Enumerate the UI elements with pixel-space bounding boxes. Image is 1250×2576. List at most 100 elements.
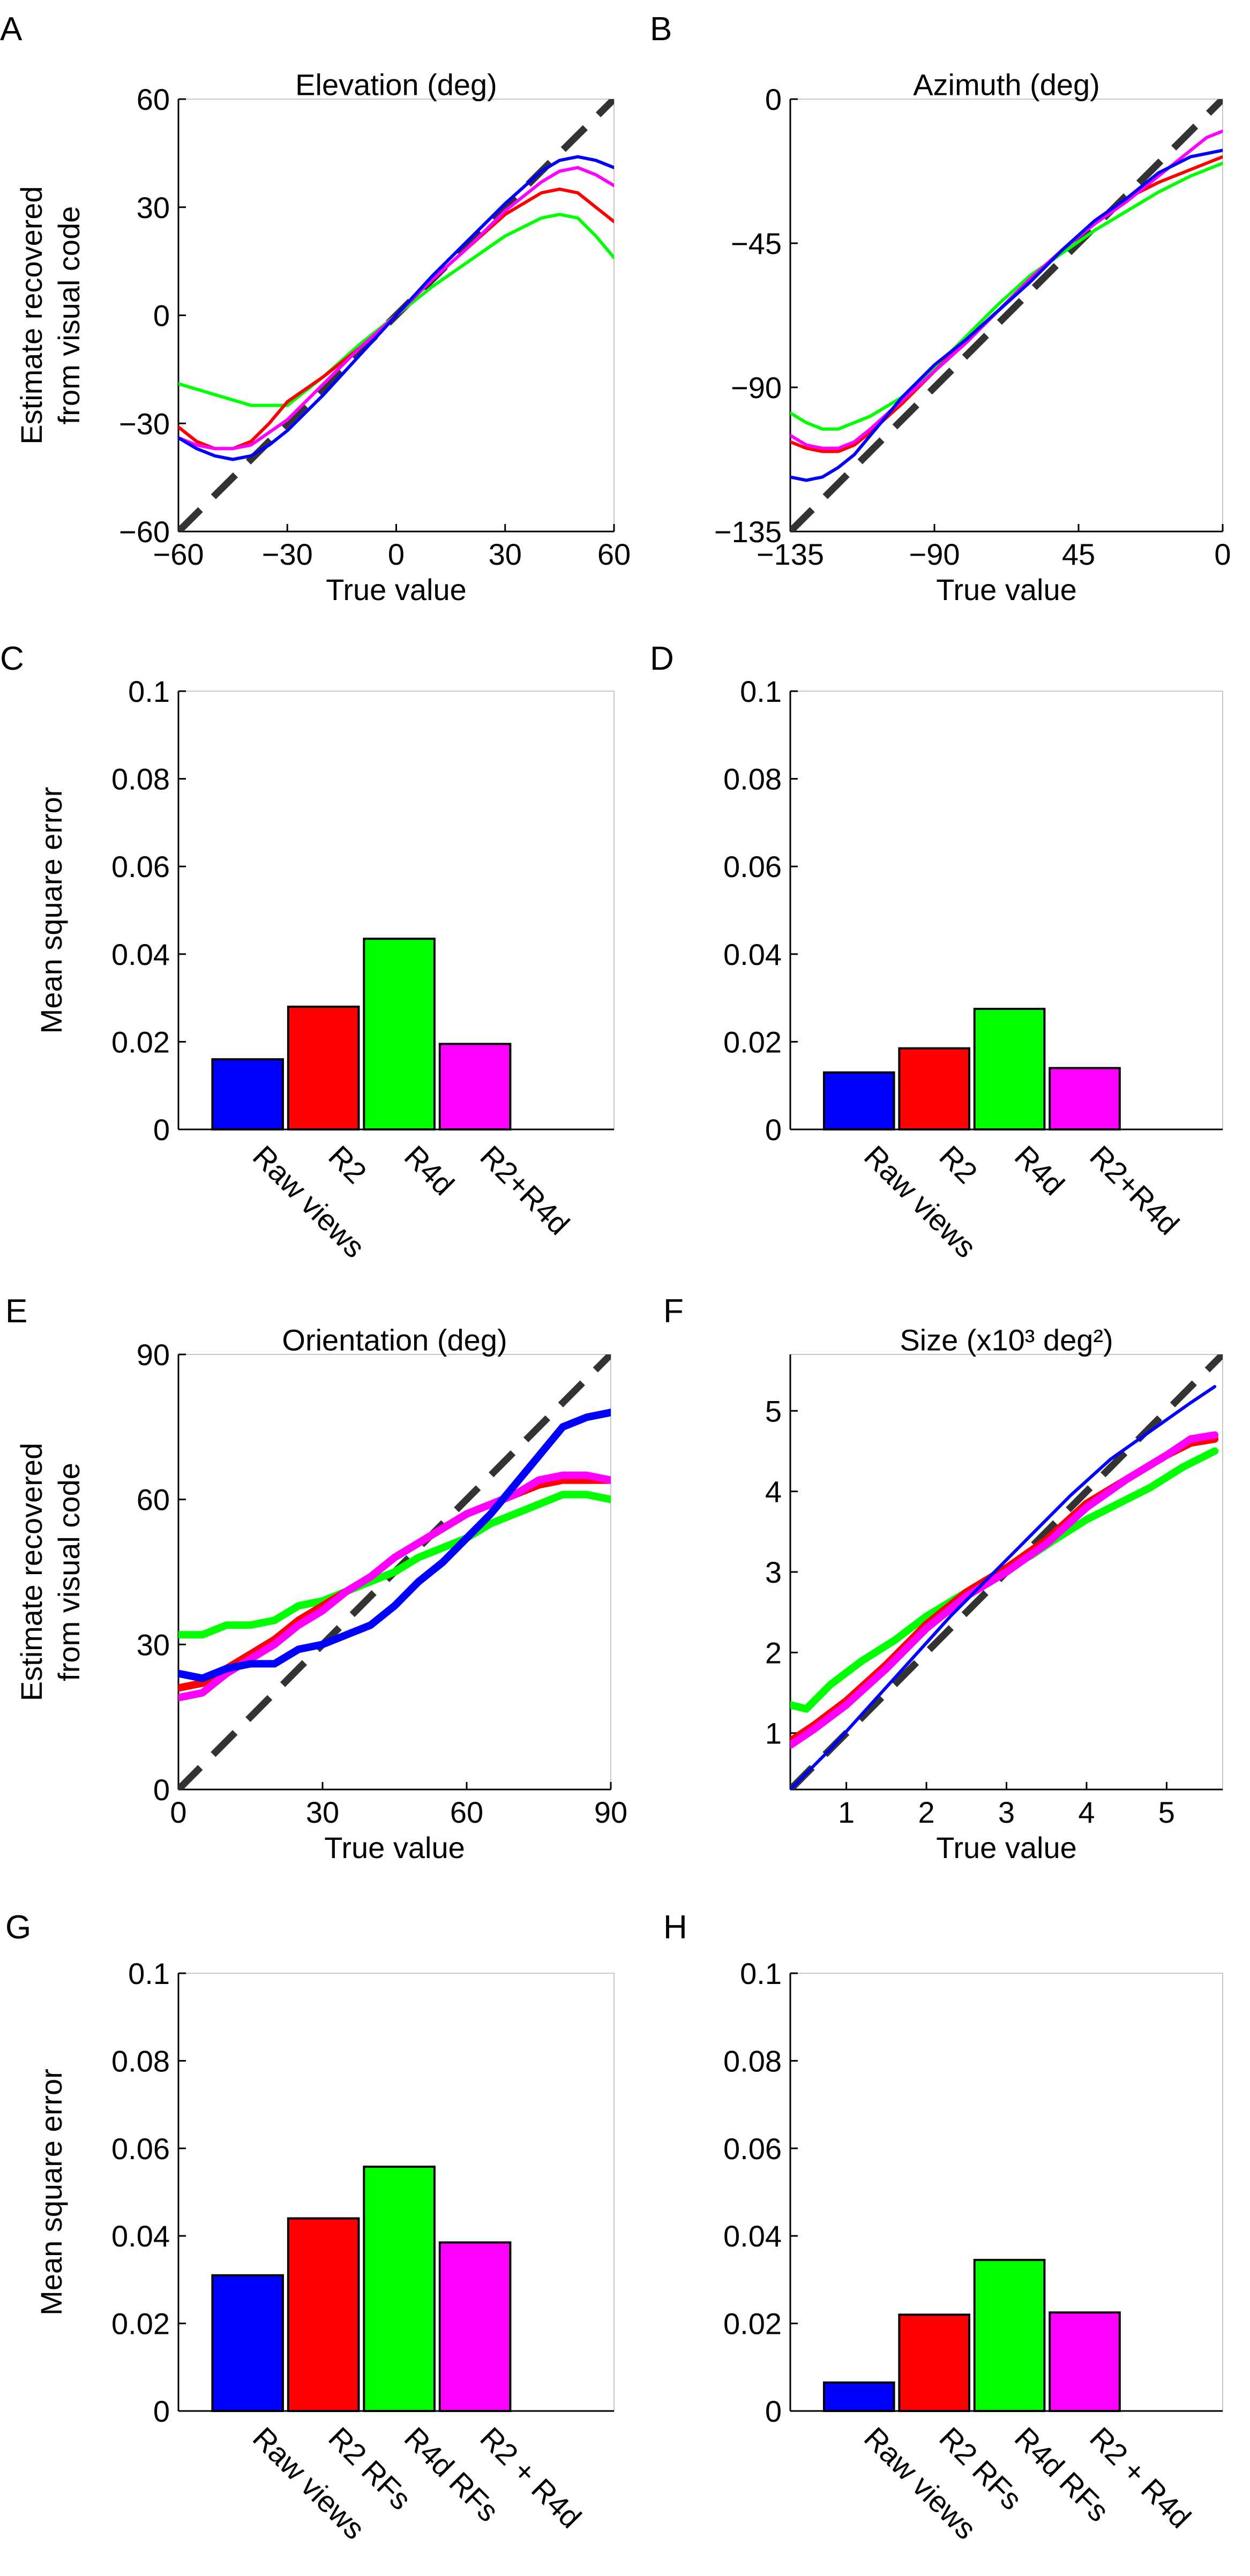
y-axis-label: from visual code — [52, 206, 86, 425]
y-axis-label: Mean square error — [34, 787, 68, 1034]
y-tick-label: 1 — [765, 1717, 782, 1750]
plot-area — [790, 99, 1223, 531]
y-tick-label: 30 — [137, 191, 170, 224]
bar-1 — [898, 2313, 970, 2412]
category-label: R2 — [933, 1139, 984, 1190]
series-line-0 — [178, 213, 614, 407]
y-tick-label: 0.1 — [128, 1957, 170, 1990]
y-tick-label: 0.1 — [740, 1957, 782, 1990]
y-tick-label: 3 — [765, 1555, 782, 1589]
x-axis-label: True value — [324, 1831, 465, 1864]
y-tick-label: 0.06 — [111, 850, 170, 883]
bar-0 — [822, 1071, 895, 1131]
y-tick-label: 0.02 — [111, 2307, 170, 2341]
y-tick-label: 0.04 — [723, 938, 782, 971]
y-axis-label: Estimate recovered — [14, 1443, 48, 1701]
x-tick-label: 4 — [1078, 1795, 1095, 1829]
identity-dashed-line — [790, 99, 1223, 531]
y-axis-label: from visual code — [52, 1463, 86, 1681]
panel-label: D — [650, 640, 674, 677]
bar-0 — [211, 1058, 284, 1130]
y-tick-label: 2 — [765, 1636, 782, 1669]
plot-area — [178, 1354, 611, 1789]
series-line-3 — [790, 148, 1223, 482]
y-tick-label: 0.08 — [723, 2044, 782, 2078]
bar-1 — [287, 1005, 360, 1130]
category-label: R2+R4d — [1083, 1139, 1186, 1241]
x-tick-label: 30 — [306, 1795, 339, 1829]
panel-label: H — [663, 1909, 687, 1946]
x-tick-label: 0 — [170, 1795, 186, 1829]
category-label: R2+R4d — [474, 1139, 576, 1241]
y-tick-label: 60 — [137, 1483, 170, 1517]
x-tick-label: 1 — [838, 1795, 855, 1829]
y-tick-label: 0.02 — [723, 1025, 782, 1059]
series-line-1 — [178, 1476, 611, 1692]
bar-2 — [363, 938, 436, 1131]
panel-a-elevation-line-chart: A Elevation (deg) −60 −30 0 30 60 −60 −30 0 30 60 Tr… — [0, 11, 631, 606]
y-tick-label: 60 — [137, 83, 170, 116]
x-tick-label: 90 — [594, 1795, 627, 1829]
bar-3 — [1049, 1067, 1121, 1130]
series-line-2 — [790, 1431, 1219, 1749]
panel-e-orientation-line-chart: E Orientation (deg) 0 30 60 90 0 30 60 90 True val… — [5, 1293, 627, 1864]
y-tick-label: 0 — [765, 83, 782, 116]
y-tick-label: 0.1 — [128, 675, 170, 708]
y-axis-label: Mean square error — [34, 2069, 68, 2316]
x-tick-label: 30 — [489, 537, 522, 571]
series-line-3 — [178, 1409, 611, 1682]
bar-3 — [1049, 2311, 1121, 2412]
category-label: R4d — [1008, 1139, 1071, 1202]
category-label: R4d — [398, 1139, 461, 1202]
x-tick-label: 60 — [450, 1795, 483, 1829]
bar-1 — [898, 1047, 970, 1131]
y-tick-label: 0 — [153, 1773, 170, 1807]
y-tick-label: −90 — [731, 371, 782, 405]
y-tick-label: 0.04 — [111, 2219, 170, 2253]
y-tick-label: −135 — [714, 515, 782, 549]
panel-f-size-line-chart: F Size (x10³ deg²) 1 2 3 4 5 1 2 3 4 5 True value — [663, 1293, 1223, 1864]
series-line-2 — [178, 166, 614, 451]
series-line-0 — [790, 161, 1223, 431]
bar-2 — [973, 2259, 1046, 2412]
y-tick-label: 0.04 — [111, 938, 170, 971]
y-tick-label: 30 — [137, 1628, 170, 1661]
series-line-3 — [178, 155, 614, 461]
x-tick-label: 45 — [1062, 537, 1095, 571]
x-axis-label: True value — [936, 1831, 1077, 1864]
bar-0 — [822, 2381, 895, 2413]
chart-title: Orientation (deg) — [282, 1323, 507, 1357]
y-axis-label: Estimate recovered — [14, 186, 48, 444]
y-tick-label: −45 — [731, 227, 782, 260]
y-tick-label: 0.02 — [723, 2307, 782, 2341]
bar-2 — [363, 2166, 436, 2412]
y-tick-label: 0.04 — [723, 2219, 782, 2253]
y-tick-label: −30 — [119, 407, 170, 440]
panel-b-azimuth-line-chart: B Azimuth (deg) −135 −90 45 0 −135 −90 −45 0 True … — [650, 11, 1231, 606]
y-tick-label: 0.08 — [111, 762, 170, 796]
x-tick-label: −60 — [153, 537, 204, 571]
y-tick-label: 0 — [765, 1113, 782, 1147]
plot-area — [178, 99, 614, 531]
bar-3 — [438, 1043, 512, 1130]
category-label: R2 — [322, 1139, 373, 1190]
y-tick-label: 0 — [153, 1113, 170, 1147]
y-tick-label: 0.06 — [723, 2132, 782, 2166]
y-tick-label: 4 — [765, 1475, 782, 1509]
y-tick-label: 0.1 — [740, 675, 782, 708]
panel-label: C — [0, 640, 24, 677]
plot-area — [790, 1354, 1223, 1789]
y-tick-label: 0.08 — [723, 762, 782, 796]
y-tick-label: −60 — [119, 515, 170, 549]
y-tick-label: 0 — [765, 2394, 782, 2428]
bar-3 — [438, 2241, 512, 2413]
series-line-2 — [790, 129, 1223, 450]
chart-title: Size (x10³ deg²) — [900, 1323, 1113, 1357]
x-tick-label: −30 — [262, 537, 313, 571]
chart-title: Elevation (deg) — [295, 68, 497, 101]
x-tick-label: −135 — [757, 537, 824, 571]
